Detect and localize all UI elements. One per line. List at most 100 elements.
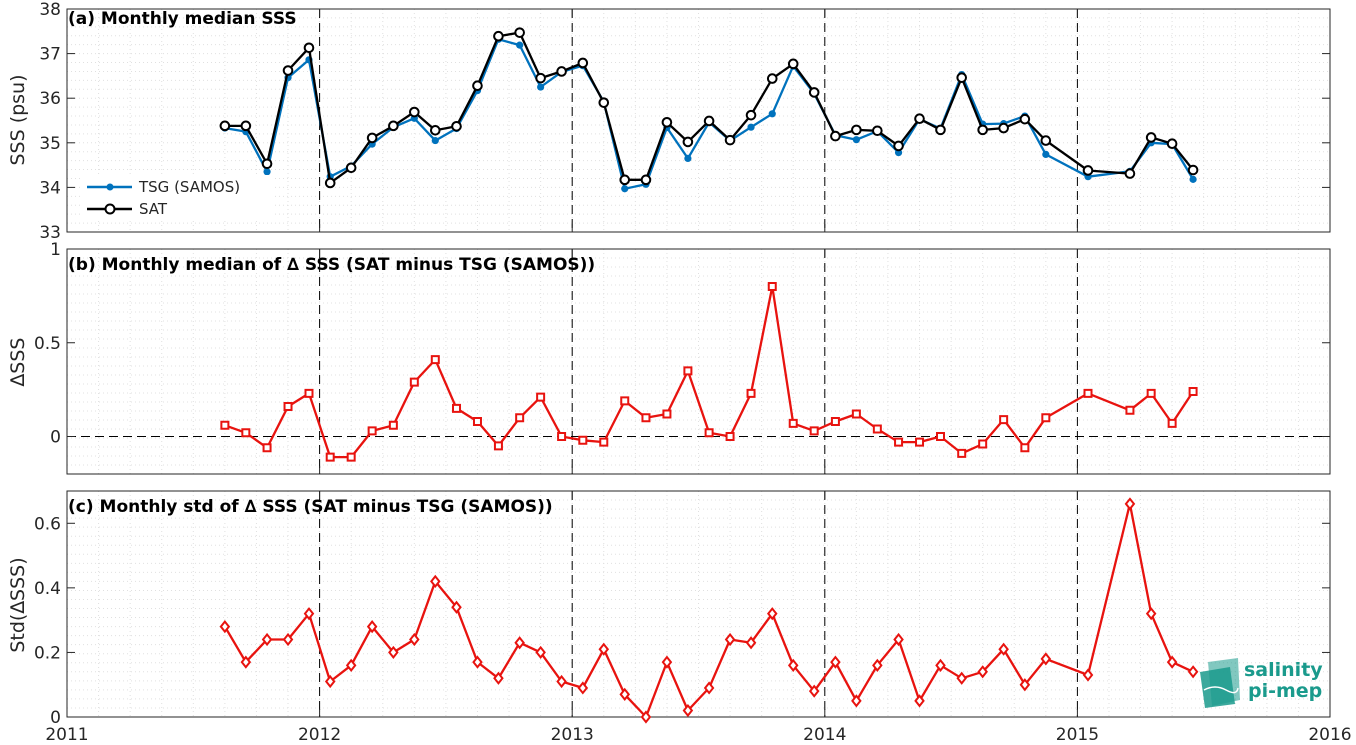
data-point <box>304 388 314 398</box>
data-point <box>598 97 610 108</box>
data-point <box>345 658 357 672</box>
y-tick-label: 1 <box>50 240 61 260</box>
data-point <box>893 632 904 647</box>
data-point <box>367 426 377 436</box>
y-tick-label: 35 <box>39 134 61 154</box>
data-point <box>514 27 525 38</box>
legend-tsg-marker <box>106 183 114 191</box>
data-point <box>493 441 503 451</box>
data-point <box>430 355 440 365</box>
data-point <box>745 109 757 121</box>
data-point <box>766 73 778 84</box>
data-point <box>620 396 630 406</box>
data-point <box>894 437 904 447</box>
data-point <box>640 710 652 724</box>
data-point <box>957 448 967 458</box>
panel-a-ylabel: SSS (psu) <box>7 74 29 165</box>
data-point <box>577 57 589 69</box>
data-point <box>703 681 715 695</box>
data-point <box>788 418 798 428</box>
data-point <box>1166 655 1178 669</box>
data-point <box>1166 138 1178 149</box>
data-point <box>661 655 673 669</box>
logo-text-pi-mep: pi-mep <box>1248 680 1322 702</box>
data-point <box>1082 668 1094 682</box>
data-point <box>325 452 335 462</box>
series-line <box>224 38 1195 190</box>
x-tick-label: 2013 <box>551 725 594 745</box>
data-point <box>493 30 504 42</box>
data-point <box>914 694 925 708</box>
plot-area: 33 34 35 36 37 38 <box>39 0 1331 243</box>
data-point <box>1124 168 1136 179</box>
x-tick-label: 2014 <box>803 725 846 745</box>
data-point <box>830 417 840 426</box>
data-point <box>452 403 462 413</box>
data-point <box>1040 135 1052 146</box>
data-point <box>724 134 736 146</box>
panel-a-title: (a) Monthly median SSS <box>68 9 297 29</box>
data-point <box>830 655 841 669</box>
data-point <box>684 154 692 163</box>
data-point <box>1040 652 1052 666</box>
data-point <box>514 636 525 650</box>
data-point <box>619 174 631 186</box>
data-point <box>409 106 420 118</box>
data-point <box>516 41 524 49</box>
data-point <box>1083 388 1093 398</box>
data-point <box>366 619 378 634</box>
panel-a-sss: 33 34 35 36 37 38 (a) Monthly median SSS SSS … <box>7 0 1331 243</box>
legend-tsg-label: TSG (SAMOS) <box>138 178 240 196</box>
data-point <box>1125 405 1135 415</box>
data-point <box>999 415 1009 425</box>
data-point <box>303 42 315 54</box>
data-point <box>283 402 293 411</box>
y-tick-label: 33 <box>39 223 61 243</box>
data-point <box>556 674 567 689</box>
data-point <box>621 185 629 193</box>
data-point <box>935 658 946 672</box>
data-point <box>599 437 609 447</box>
data-point <box>324 674 336 689</box>
panel-b-delta-sss: 00.51 (b) Monthly median of ∆ SSS (SAT m… <box>7 240 1331 475</box>
logo-text-salinity: salinity <box>1244 659 1323 681</box>
data-point <box>324 177 336 189</box>
data-point <box>1187 164 1199 176</box>
data-point <box>388 120 399 132</box>
panel-b-ylabel: ∆SSS <box>7 338 29 388</box>
data-point <box>409 632 420 647</box>
y-tick-label: 37 <box>39 45 61 65</box>
data-point <box>977 665 988 679</box>
data-point <box>1187 665 1199 679</box>
data-point <box>556 66 567 77</box>
data-point <box>1041 413 1051 423</box>
data-point <box>429 125 441 136</box>
data-point <box>915 437 925 447</box>
data-point <box>767 282 777 291</box>
legend-background <box>82 175 272 221</box>
legend: TSG (SAMOS) SAT <box>82 175 272 221</box>
data-point <box>557 432 567 441</box>
data-point <box>431 136 439 145</box>
data-point <box>852 136 860 144</box>
data-point <box>388 420 398 430</box>
data-point <box>1189 175 1197 183</box>
legend-sat-marker <box>104 203 116 215</box>
data-point <box>220 420 230 430</box>
data-point <box>1020 443 1030 453</box>
data-point <box>263 168 271 176</box>
data-point <box>345 162 357 174</box>
x-tick-label: 2012 <box>298 725 341 745</box>
panel-c-title: (c) Monthly std of ∆ SSS (SAT minus TSG … <box>68 497 553 517</box>
data-point <box>537 83 545 91</box>
data-point <box>683 366 693 376</box>
data-point <box>935 432 945 441</box>
data-point <box>1146 388 1156 398</box>
y-tick-label: 38 <box>39 0 61 20</box>
data-point <box>747 123 755 131</box>
data-point <box>935 124 946 136</box>
data-point <box>682 136 694 148</box>
data-point <box>725 432 735 441</box>
data-point <box>998 642 1009 656</box>
data-point <box>472 417 482 426</box>
